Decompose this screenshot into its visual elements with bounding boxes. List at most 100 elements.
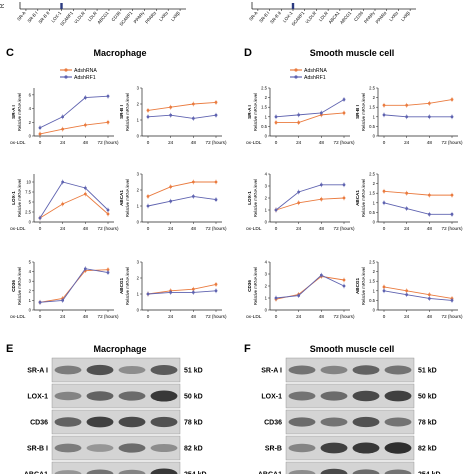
y-tick-label-c-lox-1: 5 xyxy=(29,200,32,205)
point-c-abca1-adshrf1 xyxy=(214,198,218,201)
y-axis-label-c-abca1: Relative mRNA level xyxy=(125,179,130,217)
blot-membrane-e-abca1 xyxy=(51,461,181,474)
blot-row-e-sr-a-i: SR-A I 51 kD xyxy=(27,357,203,383)
gene-label-c-abcg1: ABCG1 xyxy=(119,278,124,295)
strip-label-left-abcg1: ABCG1 xyxy=(96,10,110,25)
strip-label-left-sr-a: SR-A xyxy=(16,10,27,21)
gene-label-c-cd36: CD36 xyxy=(11,280,16,292)
point-d-abca1-adshrna xyxy=(450,193,454,197)
y-tick-label-d-sr-a-i: 0.5 xyxy=(261,124,267,129)
blot-band-e-abca1 xyxy=(54,470,82,474)
y-tick-label-d-lox-1: 4 xyxy=(265,172,268,177)
point-c-sr-b-i-adshrna xyxy=(214,101,218,104)
blot-band-e-sr-b-i xyxy=(118,443,146,453)
strip-label-left-ppar: PPARα xyxy=(144,10,157,24)
y-tick-label-c-sr-a-i: 2 xyxy=(29,120,32,125)
y-tick-label-d-cd36: 0 xyxy=(265,308,268,313)
gene-label-c-lox-1: LOX-1 xyxy=(11,191,16,205)
blot-size-f-abca1: 254 kD xyxy=(418,472,441,474)
blot-band-f-lox-1 xyxy=(320,391,348,401)
strip-label-left-scarf1: SCARF1 xyxy=(118,10,133,27)
series-line-d-lox-1-adshrf1 xyxy=(275,184,344,211)
point-d-abca1-adshrna xyxy=(405,191,409,195)
y-tick-label-c-abca1: 3 xyxy=(137,172,140,177)
chart-d-abcg1: 0 0.5 1 1.5 2 2.5 0 24 48 72 (hours) Relative mRNA… xyxy=(355,260,463,320)
legend-marker-adshrf1-d xyxy=(294,75,298,79)
point-d-sr-b-i-adshrf1 xyxy=(427,115,431,119)
chart-d-cd36: 0 1 2 3 4 0 24 48 72 (hours) ox-LDL Relative mRNA … xyxy=(246,260,355,321)
x-tick-label-d-lox-1: 72 (hours) xyxy=(334,226,355,231)
y-tick-label-d-abcg1: 2 xyxy=(373,269,376,274)
blot-protein-e-abca1: ABCA1 xyxy=(24,472,48,474)
chart-c-cd36: 0 1 2 3 4 5 0 24 48 72 (hours) ox-LDL Relative mRNA… xyxy=(10,260,119,321)
blot-size-f-lox-1: 50 kD xyxy=(418,394,437,401)
x-tick-label-d-sr-a-i: 72 (hours) xyxy=(334,140,355,145)
chart-c-abcg1: 0 1 2 3 0 24 48 72 (hours) Relative mRNA levelAB… xyxy=(119,260,227,320)
x-tick-label-c-sr-a-i: 24 xyxy=(60,140,66,145)
point-d-cd36-adshrf1 xyxy=(342,284,346,288)
point-d-cd36-adshrf1 xyxy=(319,273,323,277)
y-tick-label-d-abca1: 2.5 xyxy=(369,172,375,177)
y-tick-label-c-cd36: 1 xyxy=(29,298,32,303)
point-d-sr-b-i-adshrna xyxy=(427,101,431,105)
x-tick-label-c-abca1: 24 xyxy=(168,226,174,231)
x-tick-label-c-abca1: 48 xyxy=(191,226,197,231)
y-tick-label-c-cd36: 0 xyxy=(29,308,32,313)
point-c-lox-1-adshrf1 xyxy=(83,186,87,190)
point-d-abca1-adshrna xyxy=(427,193,431,197)
blot-size-e-lox-1: 50 kD xyxy=(184,394,203,401)
y-tick-label-c-abcg1: 3 xyxy=(137,260,140,265)
y-tick-label-c-sr-b-i: 0 xyxy=(137,134,140,139)
point-c-sr-b-i-adshrna xyxy=(191,102,195,106)
y-axis-label-c-cd36: Relative mRNA level xyxy=(17,267,22,305)
point-c-abcg1-adshrf1 xyxy=(191,291,195,294)
y-tick-label-d-sr-b-i: 2 xyxy=(373,95,376,100)
legend-label-adshrf1: AdshRF1 xyxy=(74,75,96,81)
point-d-cd36-adshrf1 xyxy=(297,294,301,297)
gene-label-c-abca1: ABCA1 xyxy=(119,190,124,206)
blot-size-f-sr-a-i: 51 kD xyxy=(418,368,437,375)
x-tick-label-d-abcg1: 48 xyxy=(427,314,433,319)
blot-protein-f-cd36: CD36 xyxy=(264,420,282,427)
point-d-cd36-adshrf1 xyxy=(274,296,278,300)
y-tick-label-d-abca1: 0 xyxy=(373,220,376,225)
point-c-sr-a-i-adshrf1 xyxy=(83,96,87,99)
x-tick-label-d-abcg1: 0 xyxy=(383,314,386,319)
point-d-lox-1-adshrf1 xyxy=(274,208,278,212)
point-d-abcg1-adshrna xyxy=(427,293,431,297)
chart-d-abca1: 0 0.5 1 1.5 2 2.5 0 24 48 72 (hours) Relative mRNA… xyxy=(355,172,463,232)
series-line-c-sr-b-i-adshrna xyxy=(147,101,217,111)
point-d-abca1-adshrf1 xyxy=(450,212,454,216)
point-d-lox-1-adshrf1 xyxy=(342,183,346,187)
blot-row-f-cd36: CD36 78 kD xyxy=(264,409,437,435)
point-c-abca1-adshrf1 xyxy=(191,195,195,198)
blot-band-f-sr-a-i xyxy=(320,365,348,375)
chart-d-lox-1: 0 1 2 3 4 0 24 48 72 (hours) ox-LDL Relative mRNA … xyxy=(246,172,355,233)
series-line-d-sr-a-i-adshrna xyxy=(276,112,345,124)
x-axis-label-d-cd36: ox-LDL xyxy=(246,314,262,320)
blot-band-f-abca1 xyxy=(320,468,348,474)
strip-label-left-vldlr: VLDLR xyxy=(73,10,86,24)
blot-band-e-cd36 xyxy=(54,417,82,427)
point-c-abca1-adshrna xyxy=(191,180,195,184)
point-d-lox-1-adshrna xyxy=(319,197,323,201)
y-tick-label-c-abcg1: 1 xyxy=(137,292,140,297)
point-c-lox-1-adshrf1 xyxy=(106,208,110,212)
strip-label-right-sr-a: SR-A xyxy=(248,10,259,21)
point-c-sr-b-i-adshrf1 xyxy=(146,115,150,119)
point-d-sr-b-i-adshrf1 xyxy=(382,113,386,117)
gene-label-d-abca1: ABCA1 xyxy=(355,190,360,206)
y-tick-label-d-abca1: 1.5 xyxy=(369,191,375,196)
x-tick-label-c-abcg1: 72 (hours) xyxy=(206,314,227,319)
point-d-sr-b-i-adshrf1 xyxy=(405,115,409,119)
blot-protein-f-sr-a-i: SR-A I xyxy=(261,368,282,375)
blot-protein-e-sr-a-i: SR-A I xyxy=(27,368,48,375)
x-tick-label-c-lox-1: 24 xyxy=(60,226,66,231)
y-tick-label-d-sr-a-i: 0 xyxy=(265,134,268,139)
point-d-sr-a-i-adshrna xyxy=(274,121,278,124)
y-axis-label-c-sr-a-i: Relative mRNA level xyxy=(17,93,22,131)
point-c-sr-b-i-adshrf1 xyxy=(169,113,173,117)
x-axis-label-d-sr-a-i: ox-LDL xyxy=(246,140,262,146)
strip-label-left-lxr: LXRα xyxy=(158,10,169,22)
blot-band-f-lox-1 xyxy=(352,390,380,402)
